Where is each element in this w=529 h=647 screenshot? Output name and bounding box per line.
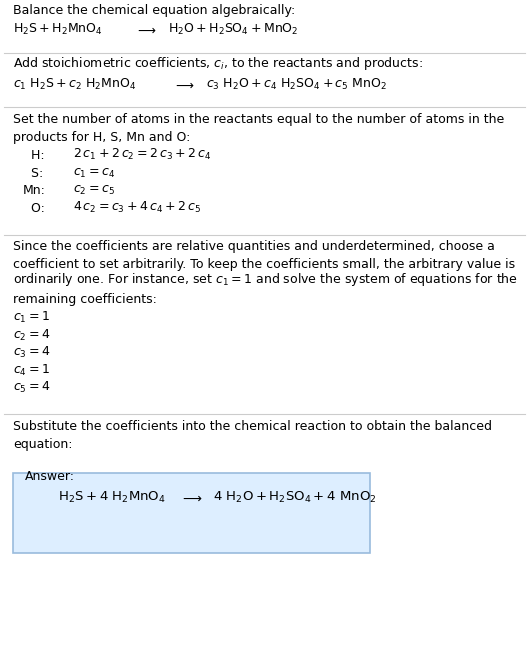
Text: $c_3 = 4$: $c_3 = 4$ [13, 345, 50, 360]
Text: $c_2 = 4$: $c_2 = 4$ [13, 327, 50, 343]
Text: Since the coefficients are relative quantities and underdetermined, choose a: Since the coefficients are relative quan… [13, 240, 495, 254]
Text: Set the number of atoms in the reactants equal to the number of atoms in the: Set the number of atoms in the reactants… [13, 113, 504, 126]
Text: $c_1 = 1$: $c_1 = 1$ [13, 310, 50, 325]
Text: $\mathrm{H_2S + H_2MnO_4}$: $\mathrm{H_2S + H_2MnO_4}$ [13, 22, 103, 37]
Text: Answer:: Answer: [25, 470, 75, 483]
Text: Add stoichiometric coefficients, $c_i$, to the reactants and products:: Add stoichiometric coefficients, $c_i$, … [13, 54, 423, 72]
Text: $4\,c_2 = c_3 + 4\,c_4 + 2\,c_5$: $4\,c_2 = c_3 + 4\,c_4 + 2\,c_5$ [73, 199, 201, 215]
Text: Substitute the coefficients into the chemical reaction to obtain the balanced: Substitute the coefficients into the che… [13, 420, 492, 433]
Text: $\mathrm{H_2S} + 4\ \mathrm{H_2MnO_4}$: $\mathrm{H_2S} + 4\ \mathrm{H_2MnO_4}$ [58, 490, 166, 505]
Text: S:: S: [23, 166, 43, 179]
Text: H:: H: [23, 149, 44, 162]
Text: $\longrightarrow$: $\longrightarrow$ [180, 492, 203, 505]
Text: $2\,c_1 + 2\,c_2 = 2\,c_3 + 2\,c_4$: $2\,c_1 + 2\,c_2 = 2\,c_3 + 2\,c_4$ [73, 147, 211, 162]
Text: coefficient to set arbitrarily. To keep the coefficients small, the arbitrary va: coefficient to set arbitrarily. To keep … [13, 258, 515, 271]
Text: $c_5 = 4$: $c_5 = 4$ [13, 380, 50, 395]
Text: $\longrightarrow$: $\longrightarrow$ [135, 24, 157, 37]
Text: $c_2 = c_5$: $c_2 = c_5$ [73, 184, 115, 197]
Text: equation:: equation: [13, 437, 72, 450]
Text: $\mathrm{H_2O + H_2SO_4 + MnO_2}$: $\mathrm{H_2O + H_2SO_4 + MnO_2}$ [168, 22, 298, 37]
Text: products for H, S, Mn and O:: products for H, S, Mn and O: [13, 131, 190, 144]
Text: $4\ \mathrm{H_2O} + \mathrm{H_2SO_4} + 4\ \mathrm{MnO_2}$: $4\ \mathrm{H_2O} + \mathrm{H_2SO_4} + 4… [213, 490, 377, 505]
Text: $c_1\ \mathrm{H_2S} + c_2\ \mathrm{H_2MnO_4}$: $c_1\ \mathrm{H_2S} + c_2\ \mathrm{H_2Mn… [13, 76, 136, 92]
Text: ordinarily one. For instance, set $c_1 = 1$ and solve the system of equations fo: ordinarily one. For instance, set $c_1 =… [13, 271, 518, 289]
Text: $c_3\ \mathrm{H_2O} + c_4\ \mathrm{H_2SO_4} + c_5\ \mathrm{MnO_2}$: $c_3\ \mathrm{H_2O} + c_4\ \mathrm{H_2SO… [206, 76, 387, 92]
Text: remaining coefficients:: remaining coefficients: [13, 293, 157, 306]
Text: $\longrightarrow$: $\longrightarrow$ [173, 79, 195, 92]
Text: $c_4 = 1$: $c_4 = 1$ [13, 362, 50, 378]
Text: Balance the chemical equation algebraically:: Balance the chemical equation algebraica… [13, 4, 295, 17]
Text: $c_1 = c_4$: $c_1 = c_4$ [73, 166, 115, 179]
Text: O:: O: [23, 201, 45, 215]
Text: Mn:: Mn: [23, 184, 46, 197]
